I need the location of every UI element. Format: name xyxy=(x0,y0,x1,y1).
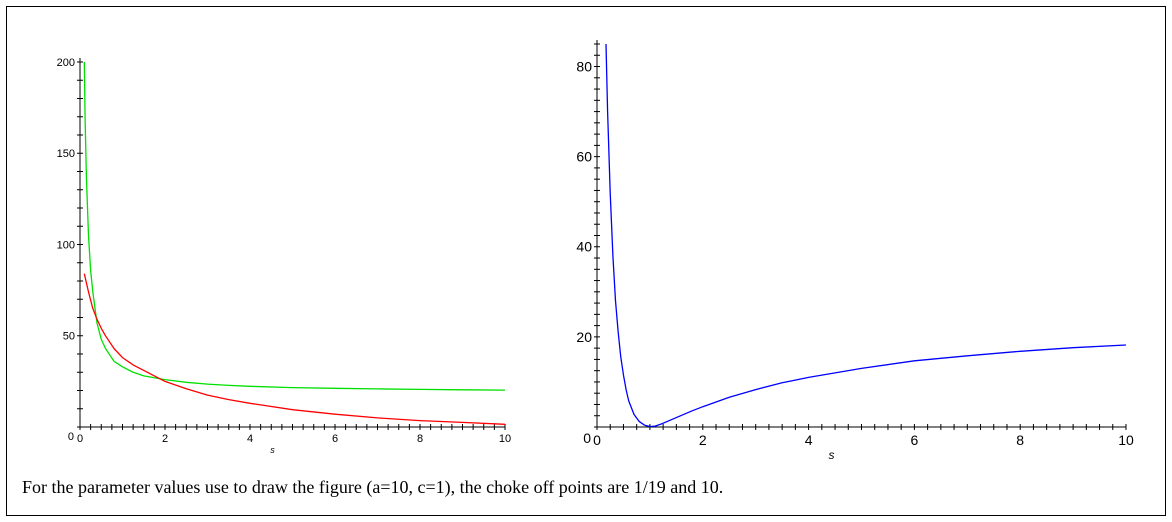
origin-label: 0 xyxy=(583,430,591,446)
x-tick-label: 2 xyxy=(162,433,168,445)
x-tick-label: 4 xyxy=(247,433,253,445)
origin-label: 0 xyxy=(68,431,74,443)
y-tick-label: 150 xyxy=(57,148,75,160)
x-tick-label: 8 xyxy=(1016,432,1024,448)
x-axis-label: s xyxy=(270,445,275,455)
y-tick-label: 200 xyxy=(57,57,75,69)
series-line-2 xyxy=(83,273,506,425)
y-tick-label: 50 xyxy=(63,331,75,343)
x-tick-label: 0 xyxy=(593,432,601,448)
y-tick-label: 100 xyxy=(57,239,75,251)
x-tick-label: 2 xyxy=(699,432,707,448)
x-tick-label: 8 xyxy=(417,433,423,445)
series-line-1 xyxy=(83,61,506,391)
x-tick-label: 6 xyxy=(911,432,919,448)
series-line-1 xyxy=(605,43,1127,428)
y-tick-label: 60 xyxy=(576,149,592,165)
y-tick-label: 80 xyxy=(576,58,592,74)
x-tick-label: 0 xyxy=(77,433,83,445)
x-tick-label: 4 xyxy=(805,432,813,448)
x-tick-label: 10 xyxy=(1118,432,1134,448)
x-axis-label: s xyxy=(829,448,835,462)
chart-2: 0 2 4 6 8 10 20 40 60 80 0 s xyxy=(576,40,1134,462)
y-tick-label: 40 xyxy=(576,239,592,255)
figure-caption: For the parameter values use to draw the… xyxy=(22,477,724,497)
figure-frame xyxy=(6,6,1166,516)
x-tick-label: 10 xyxy=(499,433,511,445)
x-tick-label: 6 xyxy=(332,433,338,445)
y-tick-label: 20 xyxy=(576,329,592,345)
chart-1: 0 2 4 6 8 10 50 100 150 200 0 s xyxy=(57,57,511,455)
